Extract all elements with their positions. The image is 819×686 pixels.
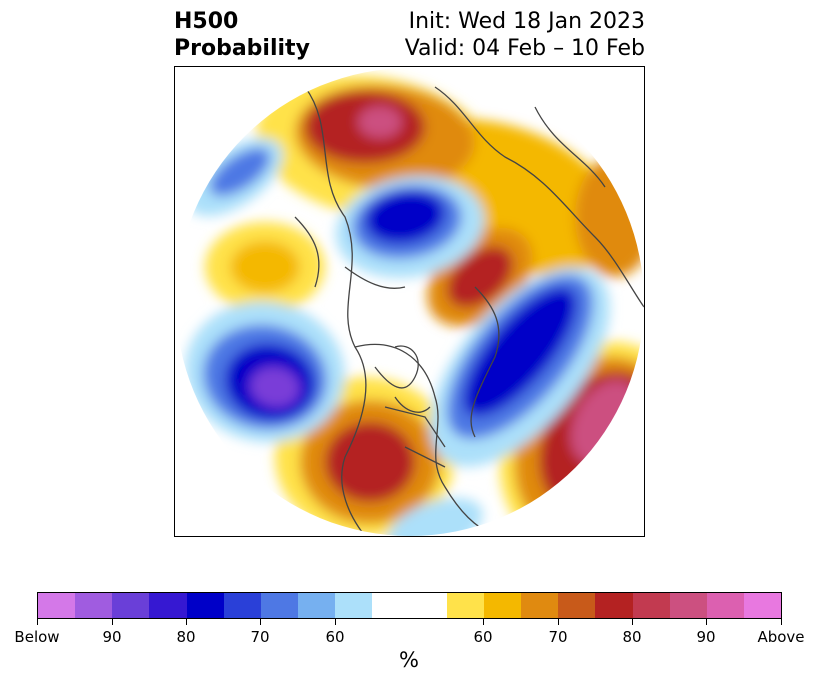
colorbar-tick bbox=[37, 619, 38, 625]
colorbar bbox=[37, 592, 782, 619]
coastline bbox=[304, 86, 367, 536]
colorbar-cell bbox=[223, 593, 261, 618]
colorbar-tick bbox=[260, 619, 261, 625]
colorbar-cell bbox=[335, 593, 373, 618]
colorbar-cell bbox=[669, 593, 707, 618]
colorbar-cell bbox=[149, 593, 187, 618]
colorbar-cell bbox=[521, 593, 559, 618]
probability-field bbox=[176, 68, 644, 536]
above-normal-region bbox=[230, 241, 300, 293]
colorbar-tick-label: 80 bbox=[622, 628, 642, 646]
colorbar-tick-label: 90 bbox=[102, 628, 122, 646]
colorbar-tick-label: 70 bbox=[250, 628, 270, 646]
coastline bbox=[344, 266, 406, 289]
below-normal-region bbox=[387, 497, 483, 536]
below-normal-region bbox=[365, 190, 445, 244]
coastline bbox=[394, 396, 431, 413]
colorbar-tick-label: Below bbox=[14, 628, 60, 646]
above-normal-region bbox=[325, 422, 415, 502]
coastline bbox=[434, 86, 644, 308]
colorbar-tick-label: 90 bbox=[696, 628, 716, 646]
colorbar-cell bbox=[409, 593, 447, 618]
colorbar-tick bbox=[781, 619, 782, 625]
chart-title-right: Init: Wed 18 Jan 2023 Valid: 04 Feb – 10… bbox=[405, 8, 645, 62]
polar-probability-map bbox=[174, 66, 645, 537]
chart-title-left: H500 Probability bbox=[174, 8, 310, 62]
title-variable: H500 bbox=[174, 9, 239, 34]
colorbar-tick bbox=[186, 619, 187, 625]
coastline bbox=[354, 343, 496, 536]
coastline bbox=[384, 406, 446, 468]
below-normal-region bbox=[209, 148, 271, 196]
colorbar-tick bbox=[483, 619, 484, 625]
colorbar-cell bbox=[260, 593, 299, 618]
colorbar-cell bbox=[112, 593, 150, 618]
map-canvas bbox=[176, 68, 644, 536]
title-init-date: Init: Wed 18 Jan 2023 bbox=[408, 9, 645, 34]
above-normal-region bbox=[358, 106, 402, 138]
colorbar-cell bbox=[558, 593, 596, 618]
colorbar-tick-label: 60 bbox=[473, 628, 493, 646]
colorbar-tick-label: Above bbox=[757, 628, 805, 646]
below-normal-region bbox=[250, 366, 300, 408]
coastline bbox=[534, 106, 606, 188]
colorbar-unit-label: % bbox=[399, 648, 419, 672]
title-type: Probability bbox=[174, 36, 310, 61]
colorbar-tick-label: 70 bbox=[548, 628, 568, 646]
colorbar-cell bbox=[595, 593, 633, 618]
colorbar-tick-label: 60 bbox=[325, 628, 345, 646]
above-normal-region bbox=[447, 246, 513, 308]
colorbar-cell bbox=[743, 593, 782, 618]
colorbar-tick bbox=[558, 619, 559, 625]
colorbar-cell bbox=[632, 593, 670, 618]
colorbar-tick bbox=[112, 619, 113, 625]
colorbar-cell bbox=[483, 593, 522, 618]
colorbar-cell bbox=[446, 593, 484, 618]
colorbar-tick bbox=[706, 619, 707, 625]
colorbar-cell bbox=[186, 593, 224, 618]
coastline bbox=[374, 345, 419, 389]
colorbar-cell bbox=[38, 593, 76, 618]
colorbar-cell bbox=[372, 593, 410, 618]
colorbar-cell bbox=[298, 593, 336, 618]
colorbar-tick bbox=[335, 619, 336, 625]
coastline bbox=[470, 286, 500, 438]
below-normal-region bbox=[463, 287, 577, 417]
colorbar-tick-label: 80 bbox=[176, 628, 196, 646]
colorbar-cell bbox=[706, 593, 744, 618]
colorbar-cell bbox=[75, 593, 113, 618]
colorbar-tick bbox=[632, 619, 633, 625]
title-valid-range: Valid: 04 Feb – 10 Feb bbox=[404, 36, 645, 61]
coastline bbox=[294, 216, 320, 288]
